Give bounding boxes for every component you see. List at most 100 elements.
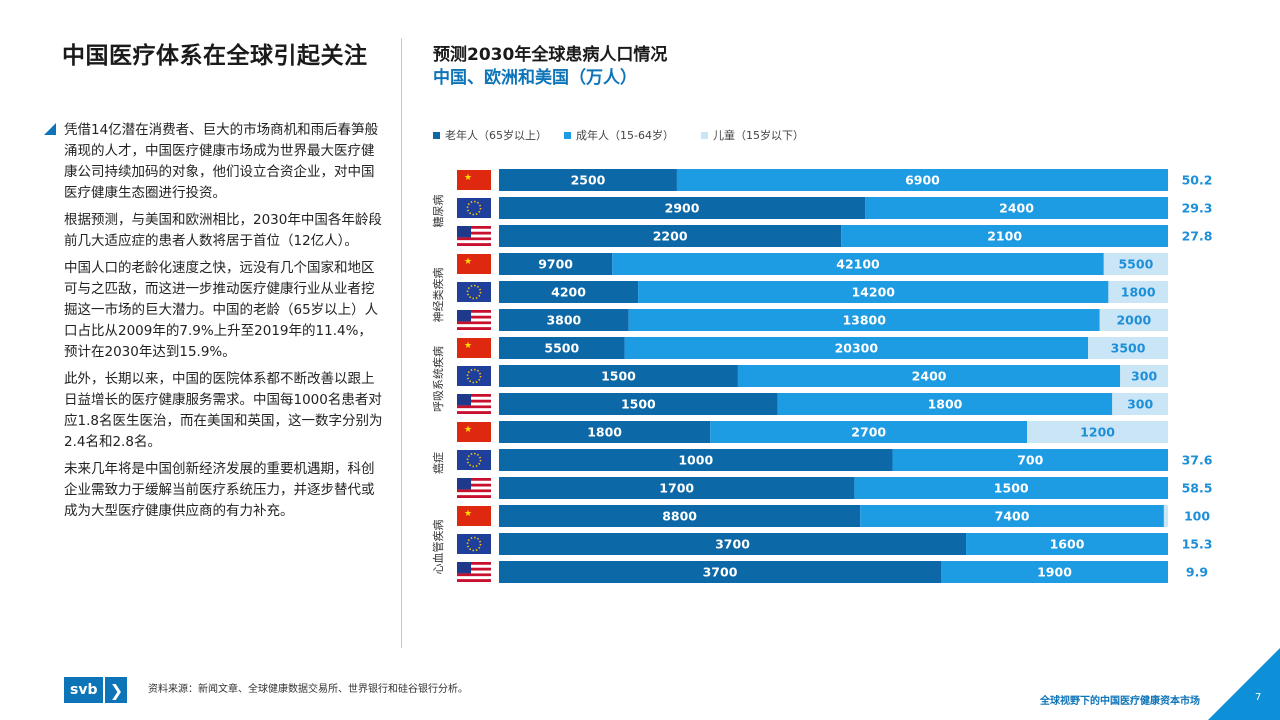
- data-label: 2400: [912, 369, 947, 384]
- corner-decoration: [1208, 648, 1280, 720]
- data-label: 20300: [835, 341, 879, 356]
- chevron-right-icon: ❯: [105, 677, 128, 703]
- bar-segment-adult: [737, 365, 1121, 387]
- legend-item-adult: 成年人（15-64岁）: [564, 127, 674, 143]
- data-label: 3700: [715, 537, 750, 552]
- eu-stars-icon: [466, 452, 482, 468]
- bar-segment-child: [1163, 505, 1168, 527]
- paragraph: 根据预测，与美国和欧洲相比，2030年中国各年龄段前几大适应症的患者人数将居于首…: [64, 212, 382, 249]
- bar-segment-adult: [612, 253, 1104, 275]
- data-label: 2500: [571, 173, 606, 188]
- us-flag-stripe: [457, 231, 491, 235]
- us-flag-stripe: [457, 478, 491, 481]
- bar-segment-child: [1103, 253, 1168, 275]
- data-label: 1500: [601, 369, 636, 384]
- svb-logo: svb ❯: [64, 677, 128, 703]
- eu-stars-icon: [466, 200, 482, 216]
- category-label: 糖尿病: [431, 195, 445, 228]
- bar-segment-child: [1027, 421, 1168, 443]
- us-flag-stripe: [457, 489, 491, 493]
- bar-segment-child: [1088, 337, 1168, 359]
- data-label: 2100: [987, 229, 1022, 244]
- bar-segment-senior: [499, 281, 639, 303]
- legend-swatch: [701, 131, 708, 139]
- china-flag-icon: [457, 254, 491, 274]
- data-label: 13800: [842, 313, 886, 328]
- data-label: 42100: [836, 257, 880, 272]
- data-label: 1900: [1037, 565, 1072, 580]
- legend-item-senior: 老年人（65岁以上）: [433, 127, 547, 143]
- us-flag-icon: [457, 226, 471, 238]
- bar-segment-senior: [499, 337, 625, 359]
- us-flag-stripe: [457, 310, 491, 313]
- bar-segment-senior: [499, 421, 711, 443]
- triangle-marker-icon: [44, 123, 56, 135]
- data-label: 1800: [1121, 285, 1156, 300]
- data-label: 6900: [905, 173, 940, 188]
- chart-subtitle: 中国、欧洲和美国（万人）: [433, 68, 637, 88]
- bar-segment-senior: [499, 365, 738, 387]
- data-label: 9700: [538, 257, 573, 272]
- data-label: 2200: [653, 229, 688, 244]
- data-label: 2700: [851, 425, 886, 440]
- china-flag-icon: [457, 338, 491, 358]
- bar-segment-adult: [624, 337, 1089, 359]
- child-value-label: 50.2: [1182, 173, 1213, 188]
- us-flag-stripe: [457, 495, 491, 498]
- footer-report-title: 全球视野下的中国医疗健康资本市场: [1040, 696, 1200, 707]
- footer-source: 资料来源：新闻文章、全球健康数据交易所、世界银行和硅谷银行分析。: [148, 684, 468, 695]
- data-label: 5500: [544, 341, 579, 356]
- data-label: 1200: [1080, 425, 1115, 440]
- data-label: 7400: [995, 509, 1030, 524]
- child-value-label: 37.6: [1182, 453, 1213, 468]
- bar-segment-child: [1112, 393, 1168, 415]
- us-flag-icon: [457, 394, 471, 406]
- eu-flag-icon: [457, 450, 491, 470]
- bar-segment-adult: [892, 449, 1168, 471]
- us-flag-icon: [457, 310, 471, 322]
- us-flag-stripe: [457, 564, 491, 568]
- logo-text: svb: [64, 677, 104, 703]
- us-flag-stripe: [457, 573, 491, 577]
- us-flag-stripe: [457, 396, 491, 400]
- paragraph: 未来几年将是中国创新经济发展的重要机遇期，科创企业需致力于缓解当前医疗系统压力，…: [64, 461, 375, 519]
- data-label: 3700: [703, 565, 738, 580]
- bar-segment-adult: [841, 225, 1168, 247]
- data-label: 300: [1127, 397, 1153, 412]
- us-flag-stripe: [457, 576, 491, 580]
- legend-swatch: [433, 131, 440, 139]
- bar-segment-senior: [499, 309, 629, 331]
- body-text: 凭借14亿潜在消费者、巨大的市场商机和雨后春笋般涌现的人才，中国医疗健康市场成为…: [64, 120, 384, 528]
- bar-segment-senior: [499, 561, 942, 583]
- bar-segment-senior: [499, 505, 861, 527]
- us-flag-stripe: [457, 226, 491, 229]
- data-label: 4200: [551, 285, 586, 300]
- paragraph: 凭借14亿潜在消费者、巨大的市场商机和雨后春笋般涌现的人才，中国医疗健康市场成为…: [64, 122, 379, 201]
- bar-segment-adult: [941, 561, 1168, 583]
- bar-segment-child: [1099, 309, 1168, 331]
- bar-segment-senior: [499, 169, 677, 191]
- data-label: 2400: [999, 201, 1034, 216]
- flag-star-icon: ★: [464, 341, 472, 351]
- eu-flag-icon: [457, 282, 491, 302]
- china-flag-icon: [457, 422, 491, 442]
- us-flag-stripe: [457, 486, 491, 490]
- eu-stars-icon: [466, 368, 482, 384]
- us-flag-stripe: [457, 243, 491, 246]
- flag-star-icon: ★: [464, 425, 472, 435]
- child-value-label: 100: [1184, 509, 1210, 524]
- eu-flag-icon: [457, 366, 491, 386]
- data-label: 300: [1131, 369, 1157, 384]
- us-flag-stripe: [457, 318, 491, 322]
- eu-stars-icon: [466, 536, 482, 552]
- us-flag-stripe: [457, 394, 491, 397]
- child-value-label: 15.3: [1182, 537, 1213, 552]
- child-value-label: 29.3: [1182, 201, 1213, 216]
- us-flag-stripe: [457, 411, 491, 414]
- data-label: 8800: [662, 509, 697, 524]
- category-label: 心血管疾病: [431, 520, 445, 575]
- us-flag-stripe: [457, 327, 491, 330]
- bar-segment-senior: [499, 477, 855, 499]
- legend-swatch: [564, 131, 571, 139]
- us-flag-stripe: [457, 315, 491, 319]
